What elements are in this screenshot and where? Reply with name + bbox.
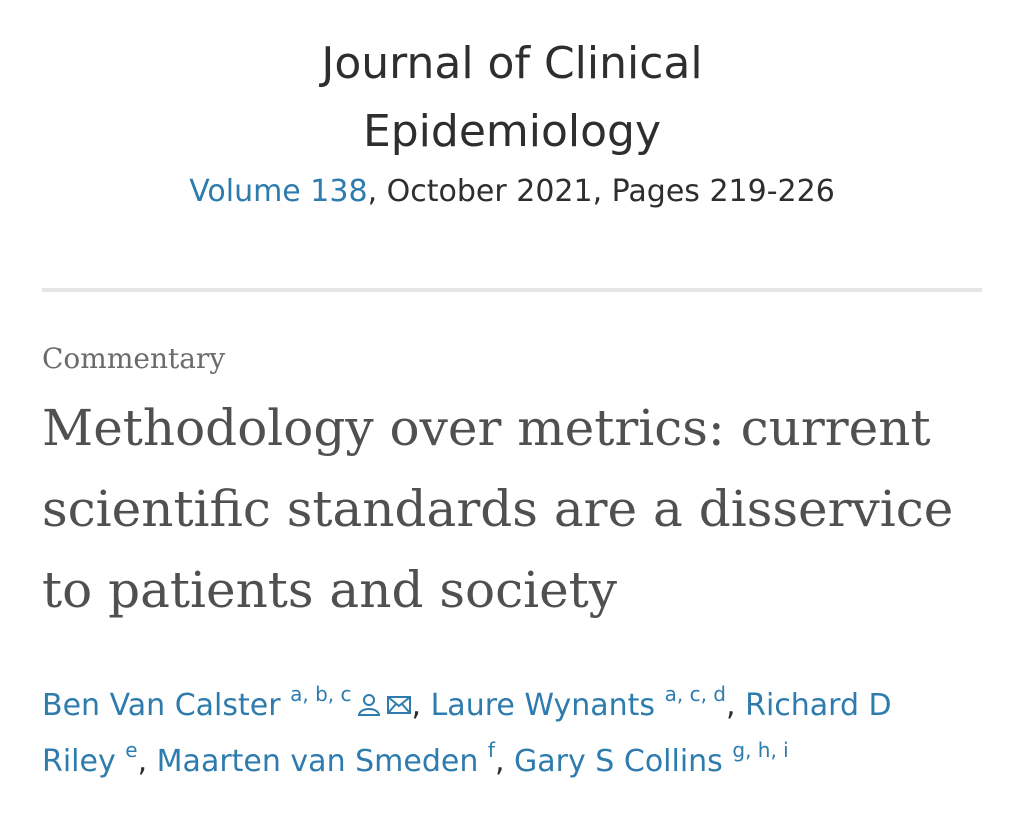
author-affiliations[interactable]: g, h, i <box>732 738 789 762</box>
author-name[interactable]: Richard D Riley <box>42 688 892 779</box>
issue-info: , October 2021, Pages 219-226 <box>367 174 835 209</box>
author-separator: , <box>137 744 157 779</box>
author-affiliations[interactable]: a, b, c <box>290 682 352 706</box>
volume-link[interactable]: Volume 138 <box>189 174 368 209</box>
author-affiliations[interactable]: f <box>487 738 495 762</box>
author-separator: , <box>411 688 431 723</box>
article-title: Methodology over metrics: current scient… <box>42 399 954 619</box>
article-type: Commentary <box>42 342 226 375</box>
divider <box>42 288 982 292</box>
author-affiliations[interactable]: e <box>125 738 138 762</box>
author-name[interactable]: Gary S Collins <box>514 744 723 779</box>
author-name[interactable]: Ben Van Calster <box>42 688 281 723</box>
author-separator: , <box>494 744 515 779</box>
person-icon[interactable] <box>356 693 382 717</box>
author-name[interactable]: Laure Wynants <box>430 688 656 723</box>
author-separator: , <box>726 688 746 723</box>
author-affiliations[interactable]: a, c, d <box>664 682 727 706</box>
journal-title[interactable]: Journal of Clinical Epidemiology <box>321 38 703 157</box>
author-name[interactable]: Maarten van Smeden <box>156 744 479 779</box>
author-list: Ben Van Calster a, b, c, Laure Wynants a… <box>42 678 962 790</box>
email-icon[interactable] <box>386 693 412 717</box>
volume-line: Volume 138, October 2021, Pages 219-226 <box>0 174 1024 209</box>
